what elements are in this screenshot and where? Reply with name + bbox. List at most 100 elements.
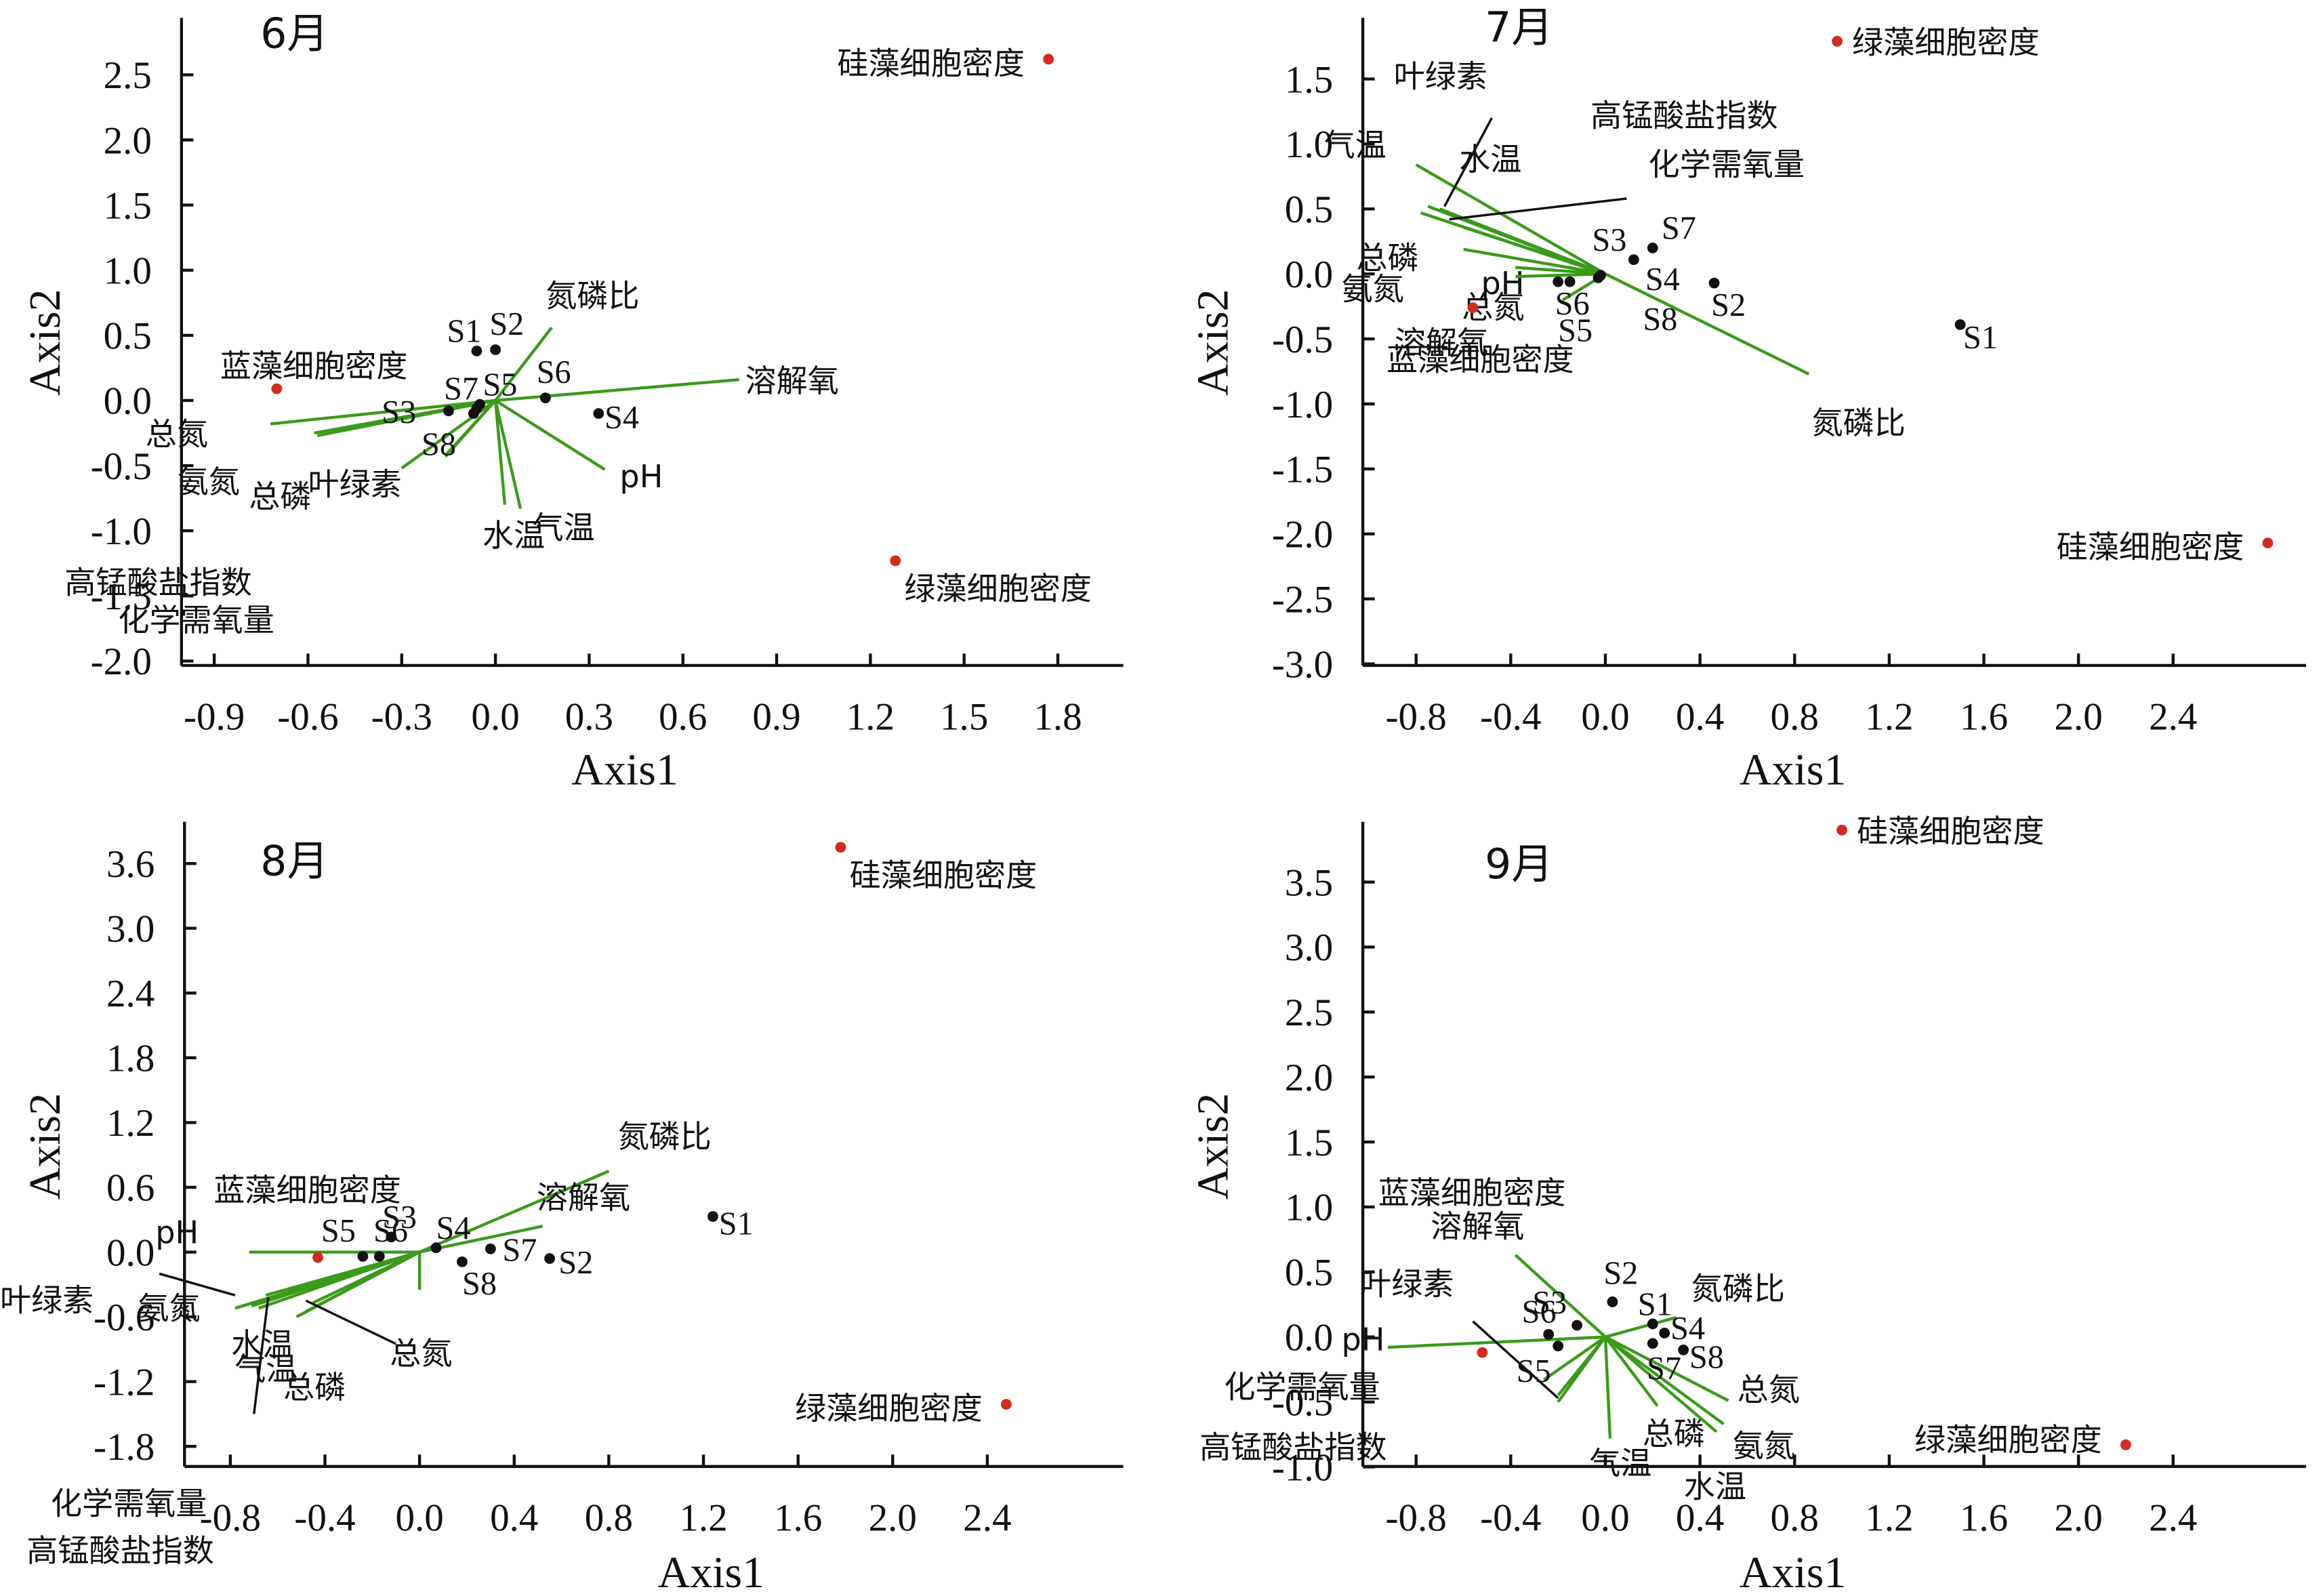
panel-title: 6月 — [260, 9, 329, 58]
env-vector-arrow — [258, 1250, 420, 1310]
site-point — [1572, 1319, 1582, 1331]
site-label: S1 — [1963, 320, 1998, 356]
x-tick-label: 1.2 — [1865, 1496, 1913, 1539]
site-label: S7 — [444, 371, 478, 407]
site-point — [386, 1231, 397, 1243]
species-point — [1000, 1399, 1012, 1410]
y-tick-label: 2.4 — [106, 973, 155, 1015]
x-tick-label: 0.0 — [1581, 1496, 1629, 1539]
env-vector-label: 叶绿素 — [0, 1282, 94, 1319]
y-tick-label: 1.5 — [104, 184, 152, 227]
y-tick-label: -2.5 — [1272, 578, 1333, 621]
site-label: S3 — [1532, 1285, 1567, 1321]
env-vector-label: 叶绿素 — [308, 466, 401, 502]
y-tick-label: -0.5 — [1272, 319, 1333, 361]
env-vector-arrow — [1604, 1336, 1659, 1407]
env-vector-arrow — [1604, 1335, 1725, 1426]
env-vector-arrow — [1514, 1254, 1607, 1338]
site-label: S8 — [462, 1266, 497, 1302]
x-tick-label: 0.9 — [752, 695, 800, 738]
y-axis-title: Axis2 — [1188, 289, 1237, 396]
site-label: S8 — [1689, 1339, 1724, 1375]
x-tick-label: -0.8 — [1386, 695, 1447, 738]
y-tick-label: 1.5 — [1285, 1122, 1333, 1164]
site-label: S3 — [1592, 222, 1626, 258]
env-vector-arrow — [1515, 266, 1606, 276]
site-label: S8 — [422, 427, 456, 463]
y-tick-label: 3.5 — [1285, 861, 1333, 904]
x-tick-label: 2.0 — [869, 1496, 917, 1539]
env-vector-arrow — [493, 400, 522, 509]
env-vector-arrow — [1604, 272, 1810, 375]
species-label: 硅藻细胞密度 — [1857, 813, 2045, 849]
env-vector-label: 溶解氧 — [1395, 325, 1488, 361]
env-vector-label: 氮磷比 — [618, 1118, 712, 1155]
env-vector-label: 溶解氧 — [745, 363, 839, 399]
site-point — [1607, 1296, 1618, 1307]
x-tick-label: -0.4 — [1480, 1496, 1541, 1539]
panel-june: -0.9 -0.6 -0.3 0.0 0.3 0.6 0.9 1.2 1.5 1.8 2.5 2.0 1… — [20, 9, 1124, 795]
species-label: 蓝藻细胞密度 — [220, 348, 408, 384]
species-label: 蓝藻细胞密度 — [1378, 1174, 1566, 1211]
x-tick-label: 1.8 — [1033, 695, 1082, 738]
site-point — [430, 1242, 442, 1254]
env-vector-label: 总氮 — [390, 1335, 452, 1372]
y-tick-label: -0.5 — [91, 445, 152, 488]
site-point — [1593, 272, 1604, 283]
env-vector-label: 溶解氧 — [1431, 1208, 1524, 1245]
panel-title: 7月 — [1485, 3, 1553, 52]
x-tick-label: -0.9 — [184, 695, 245, 738]
y-tick-label: -2.0 — [1272, 514, 1333, 556]
site-label: S5 — [482, 367, 517, 403]
env-vector-label: 气温 — [234, 1351, 297, 1387]
env-vector-label: 总磷 — [283, 1369, 346, 1406]
label-leader-line — [1472, 1320, 1559, 1399]
site-label: S7 — [1647, 1351, 1681, 1387]
site-label: S4 — [1645, 262, 1680, 298]
env-vector-label: 化学需氧量 — [51, 1486, 207, 1522]
env-vector-label: 化学需氧量 — [118, 602, 274, 638]
y-tick-label: 1.0 — [104, 249, 152, 292]
site-point — [468, 408, 479, 420]
env-vector-label: 总氮 — [1738, 1372, 1800, 1408]
site-point — [357, 1250, 369, 1262]
species-point — [1467, 302, 1479, 313]
x-tick-label: -0.4 — [294, 1496, 355, 1539]
y-tick-label: 3.6 — [106, 843, 155, 886]
site-label: S2 — [1711, 287, 1746, 323]
x-tick-label: 0.4 — [1676, 1496, 1724, 1539]
y-tick-label: 0.5 — [1285, 1252, 1333, 1294]
env-vector-arrow — [316, 398, 496, 438]
env-vector-arrow — [419, 1170, 610, 1254]
label-leader-line — [159, 1272, 236, 1296]
env-vector-arrow — [1605, 1315, 1677, 1338]
species-label: 硅藻细胞密度 — [850, 857, 1038, 893]
species-point — [1043, 54, 1054, 65]
site-point — [1628, 254, 1639, 266]
y-tick-label: 0.0 — [104, 380, 152, 423]
env-vector-arrow — [494, 399, 606, 471]
species-label: 硅藻细胞密度 — [2057, 529, 2244, 565]
y-tick-label: 1.0 — [1285, 123, 1333, 166]
species-point — [1836, 824, 1847, 836]
env-vector-arrow — [1603, 1336, 1612, 1439]
env-vector-label: 总磷 — [1643, 1416, 1705, 1452]
y-tick-label: 2.5 — [104, 54, 152, 97]
x-tick-label: -0.3 — [371, 695, 432, 738]
env-vector-label: 高锰酸盐指数 — [64, 565, 252, 601]
panel-august: -0.8 -0.4 0.0 0.4 0.8 1.2 1.6 2.0 2.4 3.6 3.0 2.4 1.… — [0, 821, 1124, 1596]
species-label: 绿藻细胞密度 — [1852, 24, 2040, 60]
y-axis-title: Axis2 — [1188, 1093, 1237, 1200]
species-point — [271, 383, 283, 394]
x-tick-label: 1.6 — [774, 1496, 822, 1539]
env-vector-label: 叶绿素 — [1360, 1265, 1454, 1302]
env-vector-label: 氨氮 — [1733, 1428, 1795, 1465]
x-axis-title: Axis1 — [658, 1548, 764, 1596]
site-label: S6 — [537, 354, 571, 390]
x-tick-label: 0.4 — [490, 1496, 538, 1539]
site-point — [443, 405, 454, 417]
site-label: S1 — [1638, 1286, 1672, 1322]
env-vector-arrow — [1439, 207, 1606, 276]
y-tick-label: 0.6 — [106, 1167, 155, 1210]
